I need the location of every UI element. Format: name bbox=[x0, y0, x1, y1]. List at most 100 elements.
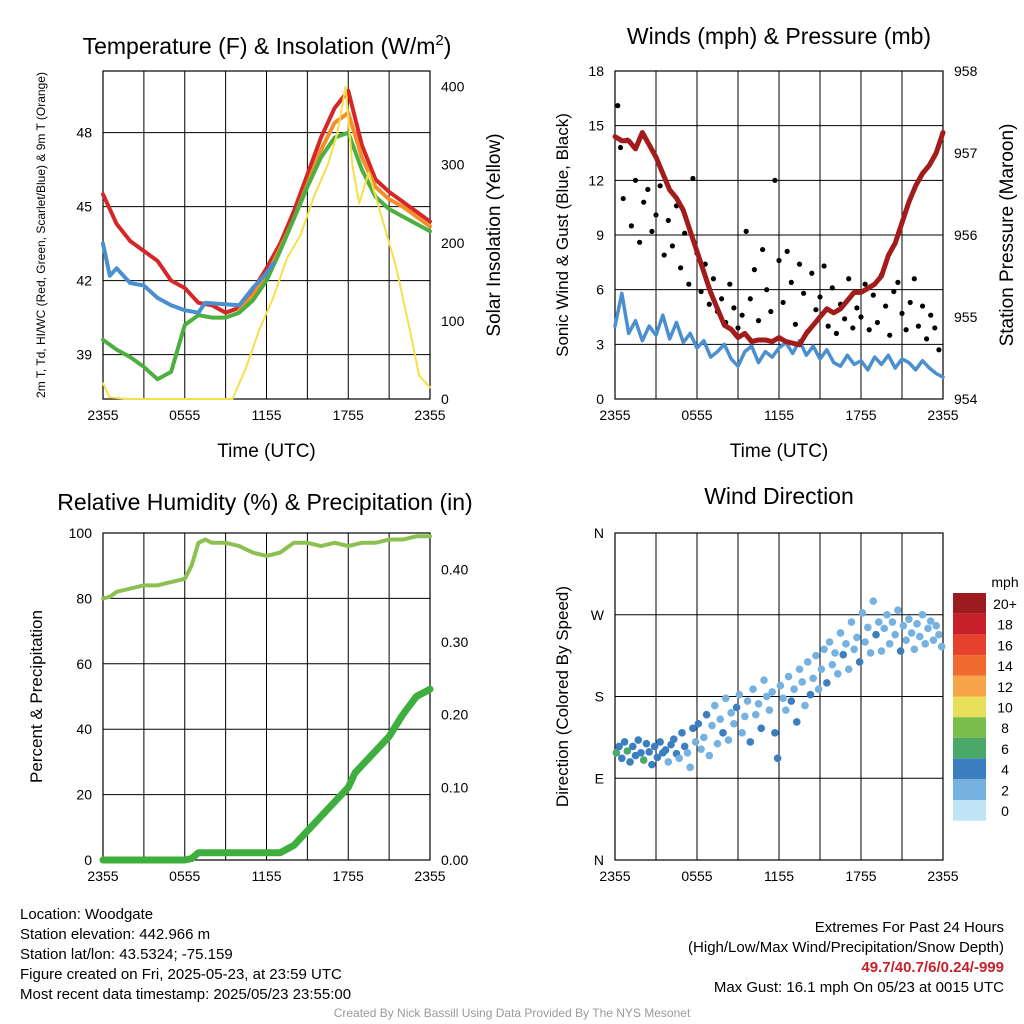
series-direction-point bbox=[713, 739, 722, 748]
series-direction-point bbox=[872, 630, 880, 639]
x-tick-label: 2355 bbox=[599, 407, 630, 423]
chart-title: Wind Direction bbox=[704, 483, 854, 509]
series-gust-point bbox=[846, 276, 852, 282]
series-direction-point bbox=[664, 758, 673, 766]
series-direction-point bbox=[820, 645, 828, 654]
legend-label: 6 bbox=[1001, 741, 1009, 757]
legend-label: 18 bbox=[997, 617, 1013, 633]
series-direction-point bbox=[620, 738, 629, 746]
x-tick-label: 1755 bbox=[333, 407, 364, 423]
series-gust-point bbox=[637, 239, 643, 245]
y-tick-label: 20 bbox=[76, 787, 92, 803]
station-latlon: Station lat/lon: 43.5324; -75.159 bbox=[20, 946, 233, 963]
y-tick-label: N bbox=[594, 525, 604, 541]
series-gust-point bbox=[645, 186, 651, 193]
series-gust-point bbox=[899, 310, 905, 316]
series-direction-point bbox=[691, 738, 700, 746]
max-gust: Max Gust: 16.1 mph On 05/23 at 0015 UTC bbox=[713, 979, 1004, 996]
series-direction-point bbox=[626, 758, 634, 766]
series-direction-point bbox=[708, 721, 716, 730]
series-gust-point bbox=[874, 319, 881, 326]
series-gust-point bbox=[854, 305, 860, 311]
legend-label: 16 bbox=[997, 637, 1013, 653]
series-direction-point bbox=[910, 645, 919, 654]
legend-label: 4 bbox=[1001, 762, 1009, 778]
x-tick-label: 0555 bbox=[169, 868, 200, 884]
legend-swatch bbox=[953, 779, 986, 800]
legend-label: 20+ bbox=[993, 596, 1017, 612]
y-tick-label-right: 100 bbox=[441, 313, 465, 329]
y-tick-label: N bbox=[594, 852, 604, 868]
series-direction-point bbox=[891, 630, 899, 639]
y-tick-label: S bbox=[595, 689, 604, 705]
legend-swatch bbox=[953, 593, 986, 614]
x-tick-label: 1755 bbox=[845, 868, 876, 884]
x-tick-label: 1155 bbox=[764, 868, 794, 884]
series-direction-point bbox=[847, 618, 856, 626]
series-direction-point bbox=[842, 640, 850, 648]
legend-label: 0 bbox=[1001, 803, 1009, 819]
y-tick-label-right: 0.30 bbox=[441, 634, 468, 650]
series-direction-point bbox=[705, 751, 714, 760]
speed-legend: mph 20+ 18 16 14 12 10 8 6 4 2 0 bbox=[953, 574, 1019, 821]
series-direction-point bbox=[749, 685, 757, 694]
series-gust-point bbox=[665, 217, 671, 224]
legend-label: 10 bbox=[997, 700, 1013, 716]
y-tick-label: 6 bbox=[596, 282, 604, 298]
legend-label: 2 bbox=[1001, 782, 1009, 798]
series-direction-point bbox=[637, 749, 645, 757]
series-direction-point bbox=[929, 636, 938, 644]
y-tick-label: 100 bbox=[69, 525, 93, 541]
series-direction-point bbox=[803, 658, 812, 666]
series-direction-point bbox=[634, 736, 643, 744]
series-gust-point bbox=[653, 212, 659, 218]
y-tick-label: 3 bbox=[596, 336, 604, 352]
series-direction-point bbox=[719, 729, 727, 737]
x-tick-label: 2355 bbox=[414, 407, 445, 423]
x-tick-label: 0555 bbox=[681, 407, 712, 423]
series-direction-point bbox=[866, 649, 875, 657]
series-direction-point bbox=[924, 624, 932, 633]
series-gust-point bbox=[776, 257, 782, 264]
legend-swatch bbox=[953, 737, 986, 759]
series-gust-point bbox=[907, 299, 913, 306]
chart-title-text: Temperature (F) & Insolation (W/m bbox=[83, 33, 436, 59]
series-direction-point bbox=[855, 658, 864, 666]
series-direction-point bbox=[883, 610, 891, 619]
series-gust-point bbox=[817, 294, 823, 300]
series-gust-point bbox=[887, 332, 893, 338]
series-direction-point bbox=[880, 624, 889, 633]
series-direction-point bbox=[628, 742, 637, 751]
series-gust-point bbox=[833, 330, 840, 336]
series-gust-point bbox=[698, 288, 704, 295]
series-gust-point bbox=[809, 270, 815, 276]
series-gust-point bbox=[628, 223, 635, 229]
series-gust-point bbox=[751, 267, 758, 273]
series-gust-point bbox=[620, 195, 626, 202]
series-direction-point bbox=[768, 688, 776, 696]
series-direction-point bbox=[812, 651, 820, 660]
plot-frame bbox=[614, 532, 944, 861]
series-gust-point bbox=[686, 281, 692, 287]
series-direction-point bbox=[932, 621, 940, 630]
series-gust-point bbox=[747, 296, 753, 302]
series-direction-point bbox=[836, 629, 845, 637]
series-direction-point bbox=[730, 719, 738, 728]
extremes-panel: Extremes For Past 24 Hours (High/Low/Max… bbox=[688, 918, 1004, 998]
y-tick-label-right: 300 bbox=[441, 157, 465, 173]
y-tick-label: 15 bbox=[588, 118, 604, 134]
series-gust-point bbox=[842, 316, 848, 322]
x-tick-label: 1755 bbox=[333, 868, 364, 884]
series-direction-point bbox=[741, 712, 749, 721]
x-tick-label: 2355 bbox=[414, 868, 445, 884]
series-gust-point bbox=[919, 303, 926, 309]
series-direction-point bbox=[918, 610, 927, 619]
series-direction-point bbox=[921, 640, 930, 648]
series-gust-point bbox=[883, 303, 889, 309]
y-tick-label-right: 0.10 bbox=[441, 779, 468, 795]
extremes-title: Extremes For Past 24 Hours bbox=[814, 919, 1004, 936]
series-direction-point bbox=[907, 629, 916, 637]
series-direction-point bbox=[864, 623, 872, 632]
y-tick-label: 9 bbox=[596, 227, 604, 243]
